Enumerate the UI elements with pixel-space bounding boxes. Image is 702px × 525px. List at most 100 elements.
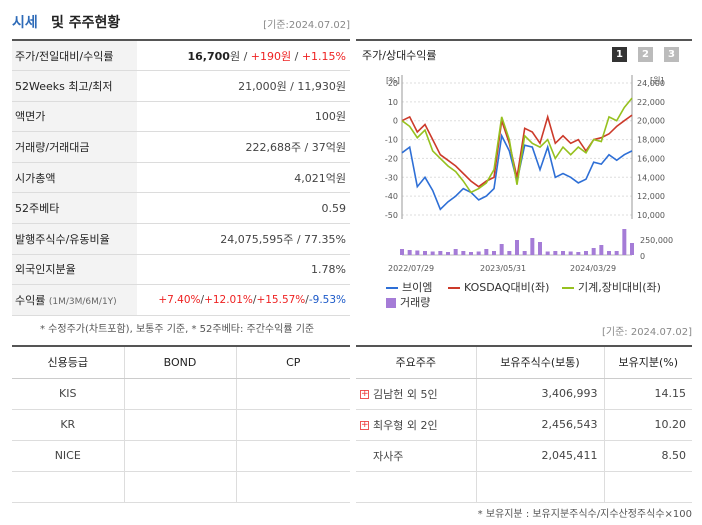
major-shareholders-table: 주요주주 보유주식수(보통) 보유지분(%) + 김남헌 외 5인 3,406,9… bbox=[356, 345, 692, 503]
table-row: KIS bbox=[12, 378, 350, 410]
table-row: 수익률 (1M/3M/6M/1Y) +7.40%/+12.01%/+15.57%… bbox=[12, 284, 350, 316]
returns-value: +7.40%/+12.01%/+15.57%/-9.53% bbox=[137, 284, 350, 316]
table-row: 52주베타 0.59 bbox=[12, 192, 350, 225]
volume-bar bbox=[538, 242, 542, 255]
row-value: 4,021억원 bbox=[137, 162, 350, 194]
x-tick-label: 2024/03/29 bbox=[570, 264, 616, 273]
row-value: 100원 bbox=[137, 101, 350, 133]
return-6m: +15.57% bbox=[256, 294, 306, 307]
left-axis-unit: [%] bbox=[386, 76, 400, 85]
return-3m: +12.01% bbox=[204, 294, 253, 307]
legend-label: 거래량 bbox=[400, 296, 431, 309]
separator: / bbox=[240, 49, 251, 63]
section-title-secondary: 및 주주현황 bbox=[51, 15, 121, 31]
column-header: 보유지분(%) bbox=[603, 345, 692, 379]
empty-cell bbox=[356, 471, 476, 503]
volume-bar bbox=[530, 238, 535, 255]
agency-cell: KIS bbox=[12, 378, 124, 410]
legend-label: 브이엠 bbox=[402, 281, 433, 294]
holder-name-cell: + 최우형 외 2인 bbox=[356, 409, 476, 441]
returns-period-label: (1M/3M/6M/1Y) bbox=[48, 297, 117, 308]
volume-bar bbox=[507, 251, 512, 255]
y-left-tick-label: -10 bbox=[385, 136, 398, 145]
separator: / bbox=[305, 294, 309, 307]
row-label: 발행주식수/유동비율 bbox=[12, 223, 137, 255]
y-right-tick-label: 10,000 bbox=[637, 211, 665, 220]
price-chart: [%] [원] 250,000 0 2022/07/29 2023/05/31 … bbox=[385, 75, 673, 273]
row-label: 주가/전일대비/수익률 bbox=[12, 39, 137, 72]
bond-cell bbox=[123, 471, 236, 503]
row-value: 222,688주 / 37억원 bbox=[137, 131, 350, 163]
chart-page-1-button[interactable]: 1 bbox=[612, 47, 627, 62]
holder-name: 김남헌 외 5인 bbox=[373, 387, 438, 401]
y-left-tick-label: 20 bbox=[388, 79, 398, 88]
table-row: 외국인지분율 1.78% bbox=[12, 254, 350, 286]
cp-cell bbox=[235, 378, 350, 410]
y-left-tick-label: -40 bbox=[385, 192, 398, 201]
legend-item-machinery: 기계,장비대비(좌) bbox=[562, 279, 661, 295]
column-header: CP bbox=[235, 345, 350, 379]
table-header-row: 주요주주 보유주식수(보통) 보유지분(%) bbox=[356, 345, 692, 379]
price-change: +190원 bbox=[250, 49, 292, 63]
expand-icon[interactable]: + bbox=[360, 389, 369, 399]
credit-rating-table: 신용등급 BOND CP KIS KR NICE bbox=[12, 345, 350, 503]
y-right-tick-label: 22,000 bbox=[637, 98, 665, 107]
volume-bar bbox=[584, 251, 588, 255]
legend-swatch bbox=[448, 287, 460, 289]
empty-cell bbox=[475, 471, 604, 503]
bond-cell bbox=[123, 378, 236, 410]
volume-bar bbox=[561, 251, 565, 255]
return-1m: +7.40% bbox=[158, 294, 201, 307]
volume-bar bbox=[630, 243, 634, 255]
table-row: + 최우형 외 2인 2,456,543 10.20 bbox=[356, 409, 692, 441]
y-right-tick-label: 20,000 bbox=[637, 117, 665, 126]
y-left-tick-label: -30 bbox=[385, 173, 398, 182]
legend-label: KOSDAQ대비(좌) bbox=[464, 281, 550, 294]
y-left-tick-label: 10 bbox=[388, 98, 398, 107]
table-row: 시가총액 4,021억원 bbox=[12, 162, 350, 194]
table-row bbox=[356, 471, 692, 503]
table-row bbox=[12, 471, 350, 503]
expand-icon[interactable]: + bbox=[360, 420, 369, 430]
price-change-rate: +1.15% bbox=[301, 49, 346, 63]
volume-bar bbox=[522, 251, 527, 255]
section-title-primary: 시세 bbox=[12, 15, 38, 31]
pct-cell: 14.15 bbox=[603, 378, 692, 410]
agency-cell: NICE bbox=[12, 440, 124, 472]
agency-cell: KR bbox=[12, 409, 124, 441]
row-label: 외국인지분율 bbox=[12, 254, 137, 286]
x-tick-label: 2022/07/29 bbox=[388, 264, 434, 273]
legend-item-kosdaq: KOSDAQ대비(좌) bbox=[448, 279, 549, 295]
chart-page-3-button[interactable]: 3 bbox=[664, 47, 679, 62]
current-price: 16,700 bbox=[187, 49, 230, 63]
cp-cell bbox=[235, 471, 350, 503]
column-header: BOND bbox=[123, 345, 236, 379]
legend-label: 기계,장비대비(좌) bbox=[578, 281, 661, 294]
separator: / bbox=[291, 49, 302, 63]
separator: / bbox=[200, 294, 205, 307]
row-value: 24,075,595주 / 77.35% bbox=[137, 223, 350, 255]
return-1y: -9.53% bbox=[308, 294, 346, 307]
chart-page-2-button[interactable]: 2 bbox=[638, 47, 653, 62]
y-left-tick-label: -50 bbox=[385, 211, 398, 220]
volume-bar bbox=[614, 251, 619, 255]
table-row: KR bbox=[12, 409, 350, 441]
holder-name: 최우형 외 2인 bbox=[373, 418, 438, 432]
legend-swatch bbox=[386, 298, 396, 308]
column-header: 보유주식수(보통) bbox=[475, 345, 604, 379]
legend-item-vm: 브이엠 bbox=[386, 279, 432, 295]
holder-name: 자사주 bbox=[373, 449, 404, 463]
volume-bar bbox=[469, 252, 473, 255]
volume-bar bbox=[499, 244, 504, 255]
table-row: 주가/전일대비/수익률 16,700원 / +190원 / +1.15% bbox=[12, 39, 350, 72]
section-header: 시세 및 주주현황 [기준:2024.07.02] bbox=[12, 8, 350, 34]
volume-bar bbox=[568, 251, 573, 255]
cp-cell bbox=[235, 440, 350, 472]
quote-info-table: 주가/전일대비/수익률 16,700원 / +190원 / +1.15% 52W… bbox=[12, 39, 350, 316]
volume-axis-tick: 250,000 bbox=[640, 236, 673, 245]
footnote-basis: * 수정주가(차트포함), 보통주 기준, * 52주베타: 주간수익률 기준 bbox=[40, 324, 315, 335]
y-right-tick-label: 12,000 bbox=[637, 192, 665, 201]
volume-axis-zero: 0 bbox=[640, 252, 645, 261]
volume-bar bbox=[553, 251, 558, 255]
chart-title: 주가/상대수익률 bbox=[362, 49, 437, 62]
